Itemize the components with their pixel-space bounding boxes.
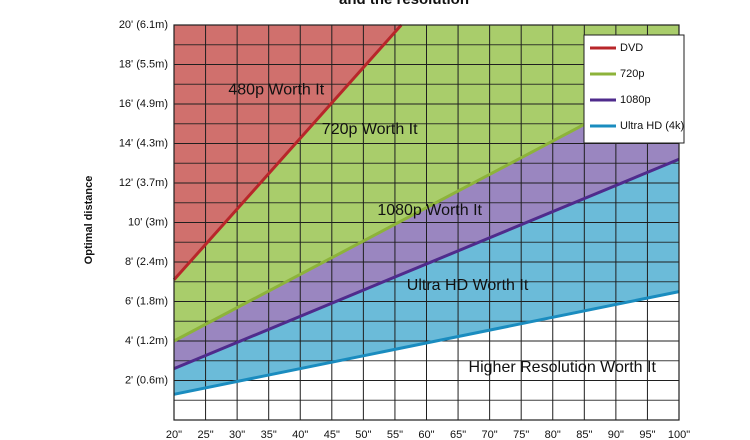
x-tick-label: 40" xyxy=(292,429,308,440)
y-tick-label: 2' (0.6m) xyxy=(125,374,168,386)
x-tick-label: 85" xyxy=(576,429,592,440)
x-tick-label: 95" xyxy=(639,429,655,440)
y-tick-label: 4' (1.2m) xyxy=(125,335,168,347)
y-tick-label: 6' (1.8m) xyxy=(125,295,168,307)
region-label-higher-resolution: Higher Resolution Worth It xyxy=(469,359,657,376)
x-tick-label: 65" xyxy=(450,429,466,440)
region-labels: 480p Worth It 720p Worth It 1080p Worth It… xyxy=(228,81,656,376)
y-tick-label: 18' (5.5m) xyxy=(119,58,168,70)
x-tick-label: 80" xyxy=(545,429,561,440)
x-tick-label: 75" xyxy=(513,429,529,440)
x-tick-label: 20" xyxy=(166,429,182,440)
axes-layer: 2' (0.6m) 4' (1.2m) 6' (1.8m) 8' (2.4m) 10' … xyxy=(119,19,690,440)
legend-label: 1080p xyxy=(620,94,651,106)
region-label-720p: 720p Worth It xyxy=(322,121,418,138)
x-tick-label: 50" xyxy=(355,429,371,440)
y-tick-label: 14' (4.3m) xyxy=(119,137,168,149)
x-tick-label: 25" xyxy=(197,429,213,440)
region-label-480p: 480p Worth It xyxy=(228,81,324,98)
x-tick-label: 70" xyxy=(482,429,498,440)
legend-label: 720p xyxy=(620,68,644,80)
series-line-ultra-hd xyxy=(173,290,680,396)
y-tick-label: 20' (6.1m) xyxy=(119,19,168,31)
y-tick-label: 10' (3m) xyxy=(128,216,168,228)
series-line-dvd xyxy=(172,24,403,281)
x-tick-label: 55" xyxy=(387,429,403,440)
legend-label: Ultra HD (4k) xyxy=(620,120,684,132)
y-tick-label: 16' (4.9m) xyxy=(119,98,168,110)
legend: DVD 720p 1080p Ultra HD (4k) xyxy=(583,34,685,144)
x-tick-label: 90" xyxy=(608,429,624,440)
x-tick-label: 35" xyxy=(261,429,277,440)
legend-item-dvd: DVD xyxy=(590,42,643,54)
y-axis-label: Optimal distance xyxy=(83,176,95,265)
region-label-1080p: 1080p Worth It xyxy=(377,202,482,219)
legend-item-ultra-hd: Ultra HD (4k) xyxy=(590,120,684,132)
x-tick-label: 30" xyxy=(229,429,245,440)
x-tick-label: 100" xyxy=(668,429,690,440)
series-line-1080p xyxy=(173,157,680,370)
y-tick-label: 8' (2.4m) xyxy=(125,256,168,268)
x-tick-label: 60" xyxy=(418,429,434,440)
y-tick-label: 12' (3.7m) xyxy=(119,177,168,189)
chart-title: and the resolution xyxy=(339,0,469,8)
legend-label: DVD xyxy=(620,42,643,54)
x-tick-label: 45" xyxy=(324,429,340,440)
legend-item-1080p: 1080p xyxy=(590,94,651,106)
legend-item-720p: 720p xyxy=(590,68,644,80)
region-label-ultra-hd: Ultra HD Worth It xyxy=(407,277,529,294)
plot-border xyxy=(173,24,680,421)
